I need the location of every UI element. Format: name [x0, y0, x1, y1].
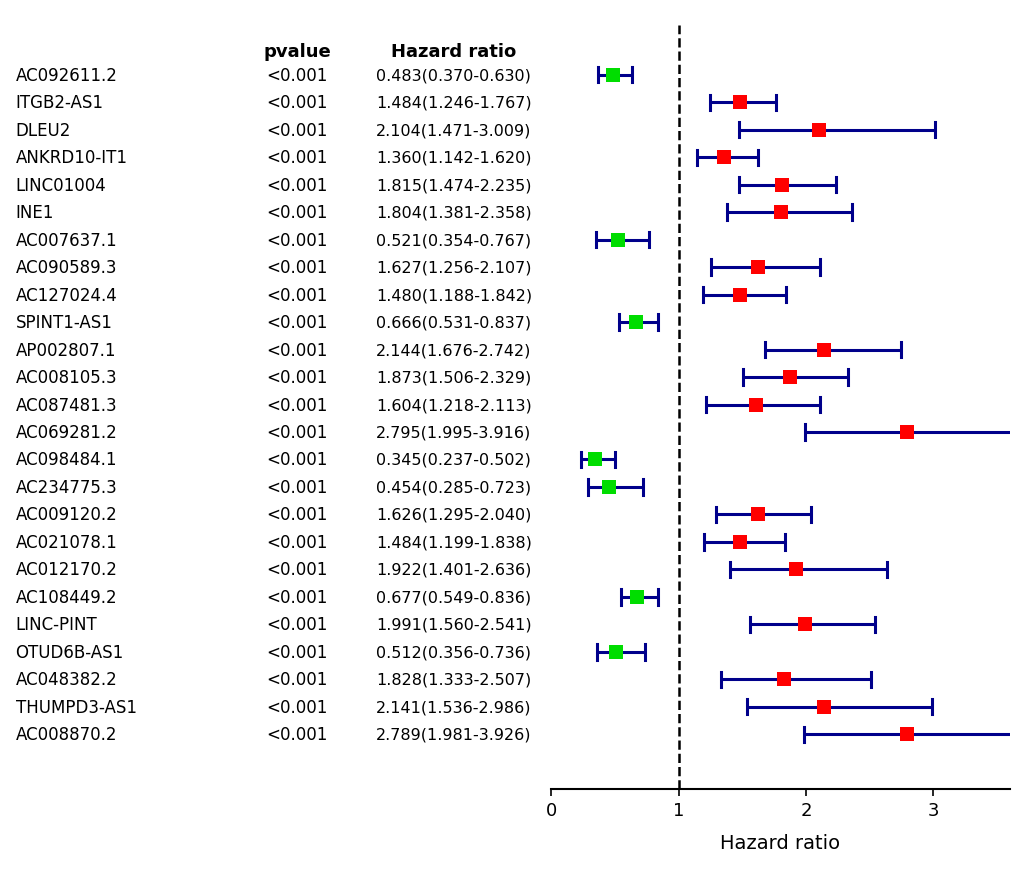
Text: AC021078.1: AC021078.1 [15, 533, 117, 552]
Text: pvalue: pvalue [263, 43, 330, 61]
Text: 0.521(0.354-0.767): 0.521(0.354-0.767) [376, 233, 531, 248]
Text: AC108449.2: AC108449.2 [15, 588, 117, 606]
Text: 0.677(0.549-0.836): 0.677(0.549-0.836) [376, 589, 531, 604]
Text: <0.001: <0.001 [266, 149, 327, 167]
Text: 1.484(1.246-1.767): 1.484(1.246-1.767) [376, 96, 531, 111]
Text: AC007637.1: AC007637.1 [15, 232, 117, 249]
Text: 1.828(1.333-2.507): 1.828(1.333-2.507) [376, 672, 531, 687]
Text: 0.454(0.285-0.723): 0.454(0.285-0.723) [376, 480, 531, 495]
Text: 1.804(1.381-2.358): 1.804(1.381-2.358) [376, 205, 531, 220]
Text: <0.001: <0.001 [266, 479, 327, 496]
Text: 0.483(0.370-0.630): 0.483(0.370-0.630) [376, 68, 531, 83]
Text: <0.001: <0.001 [266, 424, 327, 441]
Text: ANKRD10-IT1: ANKRD10-IT1 [15, 149, 127, 167]
X-axis label: Hazard ratio: Hazard ratio [719, 833, 840, 852]
Text: 1.815(1.474-2.235): 1.815(1.474-2.235) [376, 178, 531, 193]
Text: AC012170.2: AC012170.2 [15, 560, 117, 579]
Text: <0.001: <0.001 [266, 451, 327, 469]
Text: OTUD6B-AS1: OTUD6B-AS1 [15, 643, 123, 661]
Text: <0.001: <0.001 [266, 616, 327, 633]
Text: 2.141(1.536-2.986): 2.141(1.536-2.986) [376, 700, 531, 715]
Text: SPINT1-AS1: SPINT1-AS1 [15, 314, 112, 332]
Text: <0.001: <0.001 [266, 396, 327, 414]
Text: THUMPD3-AS1: THUMPD3-AS1 [15, 698, 137, 716]
Text: LINC-PINT: LINC-PINT [15, 616, 97, 633]
Text: AC048382.2: AC048382.2 [15, 671, 117, 688]
Text: 0.666(0.531-0.837): 0.666(0.531-0.837) [376, 315, 531, 331]
Text: <0.001: <0.001 [266, 725, 327, 744]
Text: <0.001: <0.001 [266, 671, 327, 688]
Text: 0.512(0.356-0.736): 0.512(0.356-0.736) [376, 645, 531, 660]
Text: <0.001: <0.001 [266, 232, 327, 249]
Text: 2.795(1.995-3.916): 2.795(1.995-3.916) [376, 425, 531, 440]
Text: 1.626(1.295-2.040): 1.626(1.295-2.040) [376, 508, 531, 523]
Text: ITGB2-AS1: ITGB2-AS1 [15, 94, 104, 112]
Text: AC008105.3: AC008105.3 [15, 368, 117, 387]
Text: AP002807.1: AP002807.1 [15, 341, 116, 360]
Text: <0.001: <0.001 [266, 94, 327, 112]
Text: AC234775.3: AC234775.3 [15, 479, 117, 496]
Text: LINC01004: LINC01004 [15, 176, 106, 195]
Text: Hazard ratio: Hazard ratio [391, 43, 516, 61]
Text: <0.001: <0.001 [266, 176, 327, 195]
Text: <0.001: <0.001 [266, 314, 327, 332]
Text: AC009120.2: AC009120.2 [15, 506, 117, 524]
Text: <0.001: <0.001 [266, 698, 327, 716]
Text: 1.604(1.218-2.113): 1.604(1.218-2.113) [376, 397, 531, 412]
Text: AC092611.2: AC092611.2 [15, 67, 117, 85]
Text: <0.001: <0.001 [266, 341, 327, 360]
Text: <0.001: <0.001 [266, 560, 327, 579]
Text: 2.144(1.676-2.742): 2.144(1.676-2.742) [376, 343, 531, 358]
Text: 1.873(1.506-2.329): 1.873(1.506-2.329) [376, 370, 531, 385]
Text: <0.001: <0.001 [266, 506, 327, 524]
Text: <0.001: <0.001 [266, 588, 327, 606]
Text: 1.360(1.142-1.620): 1.360(1.142-1.620) [376, 151, 531, 166]
Text: 0.345(0.237-0.502): 0.345(0.237-0.502) [376, 453, 531, 467]
Text: 2.789(1.981-3.926): 2.789(1.981-3.926) [376, 727, 531, 742]
Text: 1.922(1.401-2.636): 1.922(1.401-2.636) [376, 562, 531, 577]
Text: DLEU2: DLEU2 [15, 122, 71, 139]
Text: <0.001: <0.001 [266, 286, 327, 304]
Text: 1.480(1.188-1.842): 1.480(1.188-1.842) [375, 288, 532, 303]
Text: 1.484(1.199-1.838): 1.484(1.199-1.838) [376, 535, 531, 550]
Text: INE1: INE1 [15, 204, 54, 222]
Text: <0.001: <0.001 [266, 368, 327, 387]
Text: AC008870.2: AC008870.2 [15, 725, 117, 744]
Text: <0.001: <0.001 [266, 122, 327, 139]
Text: AC090589.3: AC090589.3 [15, 259, 117, 277]
Text: AC069281.2: AC069281.2 [15, 424, 117, 441]
Text: AC087481.3: AC087481.3 [15, 396, 117, 414]
Text: 1.991(1.560-2.541): 1.991(1.560-2.541) [376, 617, 531, 632]
Text: <0.001: <0.001 [266, 533, 327, 552]
Text: <0.001: <0.001 [266, 643, 327, 661]
Text: 1.627(1.256-2.107): 1.627(1.256-2.107) [376, 260, 531, 275]
Text: <0.001: <0.001 [266, 259, 327, 277]
Text: AC127024.4: AC127024.4 [15, 286, 117, 304]
Text: 2.104(1.471-3.009): 2.104(1.471-3.009) [376, 123, 531, 138]
Text: <0.001: <0.001 [266, 67, 327, 85]
Text: <0.001: <0.001 [266, 204, 327, 222]
Text: AC098484.1: AC098484.1 [15, 451, 117, 469]
